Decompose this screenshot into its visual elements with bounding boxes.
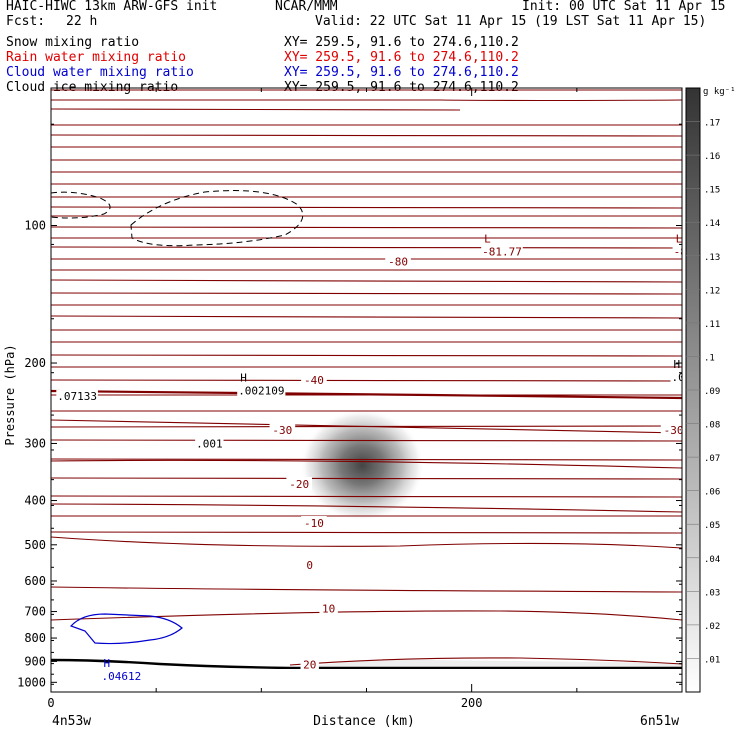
colorbar-tick-label: .11 [704, 320, 720, 330]
contour-label: -20 [289, 478, 309, 491]
extremum-value: -81.75 [674, 245, 714, 258]
y-tick-label: 1000 [17, 675, 46, 689]
field-name-rain: Rain water mixing ratio [6, 50, 187, 65]
extremum-value: .07133 [57, 390, 97, 403]
colorbar-tick-label: .01 [704, 655, 720, 665]
colorbar-tick-label: .16 [704, 152, 720, 162]
extremum-value: .04612 [101, 670, 141, 683]
y-tick-label: 100 [24, 219, 46, 233]
colorbar-tick-label: .07 [704, 454, 720, 464]
colorbar-tick-label: .12 [704, 286, 720, 296]
x-tick-label: 0 [47, 696, 54, 710]
extremum-value-bg [56, 390, 98, 403]
extremum-value-bg [672, 245, 682, 258]
contour-label: 10 [322, 603, 335, 616]
colorbar-tick-label: .15 [704, 186, 720, 196]
contour-label: 20 [303, 659, 316, 672]
y-tick-label: 200 [24, 356, 46, 370]
contour-label: 0 [306, 559, 313, 572]
plot-frame [50, 87, 683, 693]
organization: NCAR/MMM [275, 0, 338, 14]
y-tick-label: 900 [24, 654, 46, 668]
fcst-value: 22 h [66, 14, 98, 29]
extremum-value-bg [237, 384, 286, 397]
field-name-cloud-water: Cloud water mixing ratio [6, 65, 194, 80]
colorbar-tick-label: .04 [704, 555, 720, 565]
extremum-value: .001 [196, 438, 223, 451]
extremum-value-bg [481, 245, 523, 258]
field-xy-rain: XY= 259.5, 91.6 to 274.6,110.2 [284, 50, 519, 65]
extremum-type: L [676, 232, 683, 245]
extremum-type: H [673, 358, 680, 371]
x-tick-label: 200 [461, 696, 483, 710]
colorbar-tick-label: .06 [704, 488, 720, 498]
colorbar-units: g kg⁻¹ [703, 87, 736, 97]
extremum-type: L [484, 232, 491, 245]
field-name-snow: Snow mixing ratio [6, 35, 140, 50]
extremum-value-bg [195, 437, 224, 450]
contour-label-bg [269, 422, 296, 436]
fcst-label: Fcst: [6, 14, 46, 29]
terrain-line [51, 658, 682, 670]
model-title: HAIC-HIWC 13km ARW-GFS init [6, 0, 218, 14]
colorbar-tick-label: .13 [704, 253, 720, 263]
valid-time: Valid: 22 UTC Sat 11 Apr 15 (19 LST Sat … [315, 14, 707, 29]
contour-label: -10 [304, 517, 324, 530]
x-start-location: 4n53w [52, 714, 91, 729]
y-tick-label: 700 [24, 605, 46, 619]
contour-label-bg [660, 422, 682, 436]
cloud-ice-contours [51, 190, 304, 247]
colorbar-tick-label: .02 [704, 622, 720, 632]
contour-label-bg [304, 557, 316, 571]
contour-label-bg [301, 516, 327, 530]
contour-label: -30 [272, 424, 292, 437]
contour-label-bg [286, 476, 312, 490]
cloud-water-contour [69, 613, 183, 645]
extremum-type: H [103, 657, 110, 670]
colorbar-tick-label: .05 [704, 521, 720, 531]
extremum-value-bg [670, 370, 682, 383]
y-axis-label: Pressure (hPa) [3, 344, 17, 445]
temperature-contours [51, 89, 682, 666]
extremum-value: .001115 [671, 371, 717, 384]
y-tick-label: 500 [24, 538, 46, 552]
x-end-location: 6n51w [640, 714, 679, 729]
y-tick-label: 400 [24, 494, 46, 508]
contour-label: -30 [664, 424, 684, 437]
field-xy-cloud-water: XY= 259.5, 91.6 to 274.6,110.2 [284, 65, 519, 80]
field-xy-snow: XY= 259.5, 91.6 to 274.6,110.2 [284, 35, 519, 50]
contour-label: -40 [304, 374, 324, 387]
extremum-value-bg [100, 669, 143, 682]
init-time: Init: 00 UTC Sat 11 Apr 15 [522, 0, 726, 14]
snow-mixing-ratio-maximum [300, 409, 425, 522]
colorbar-tick-label: .1 [704, 353, 715, 363]
extremum-type: H [240, 372, 247, 385]
contour-label-bg [319, 601, 338, 615]
y-tick-label: 300 [24, 436, 46, 450]
extremum-value: -81.77 [482, 245, 522, 258]
extremum-value: .002109 [238, 385, 284, 398]
contour-label-bg [300, 657, 319, 671]
colorbar-tick-label: .03 [704, 588, 720, 598]
colorbar-tick-label: .09 [704, 387, 720, 397]
x-axis-label: Distance (km) [313, 714, 415, 729]
y-tick-label: 800 [24, 631, 46, 645]
colorbar-tick-label: .17 [704, 119, 720, 129]
contour-label-bg [301, 373, 327, 387]
colorbar-tick-label: .08 [704, 421, 720, 431]
colorbar-tick-label: .14 [704, 219, 720, 229]
contour-label-bg [385, 254, 411, 268]
y-tick-label: 600 [24, 574, 46, 588]
contour-label: -80 [388, 256, 408, 269]
